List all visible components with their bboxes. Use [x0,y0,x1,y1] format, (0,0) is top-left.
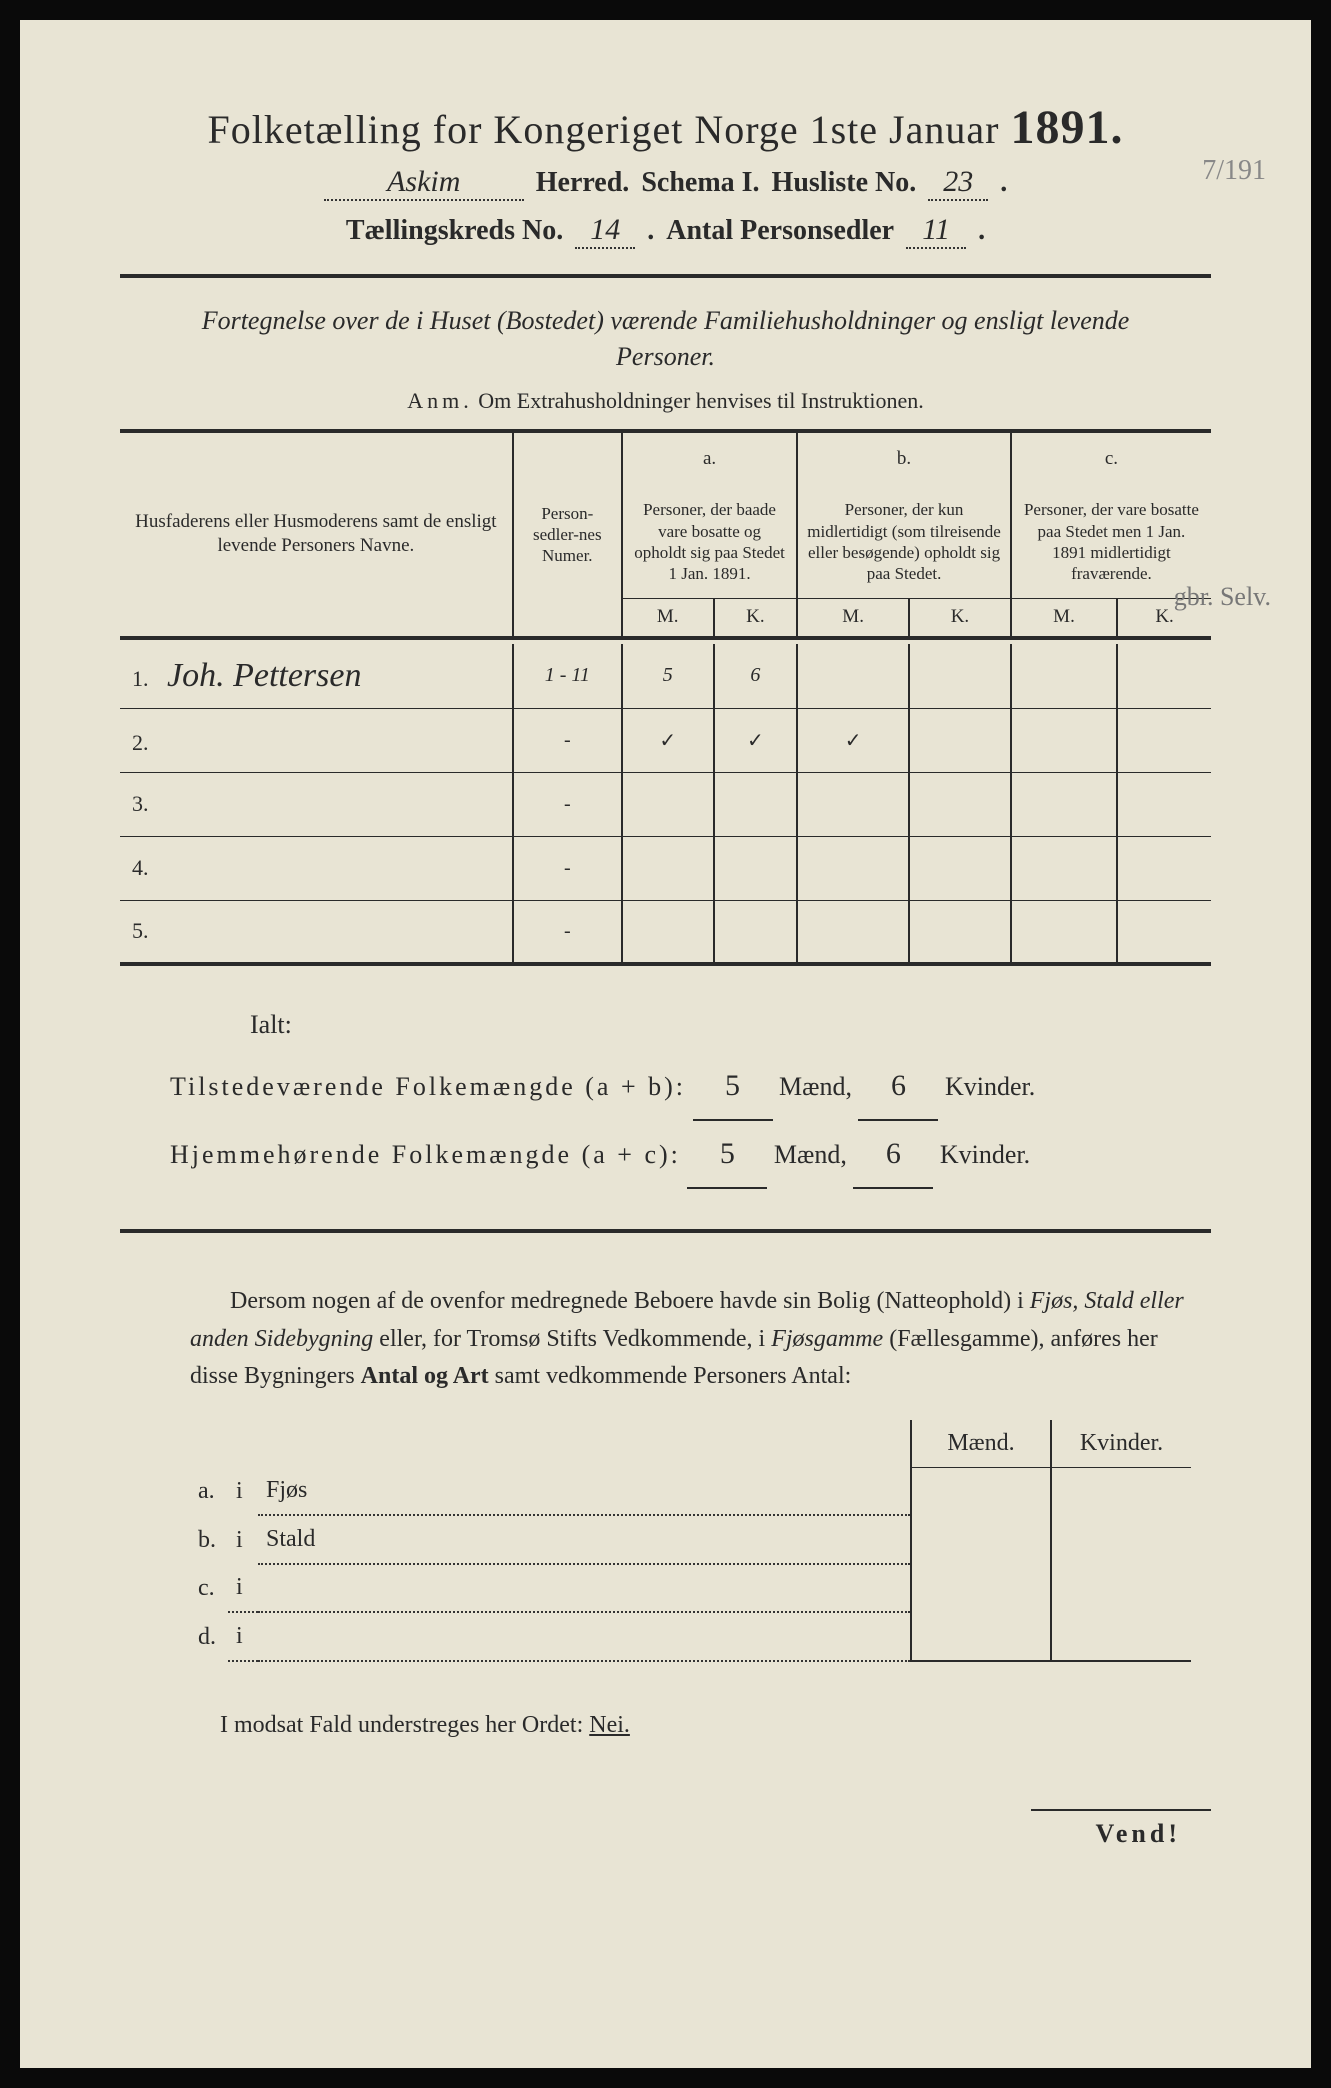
cell-numer: 1 - 11 [513,644,622,708]
form-subtitle: Fortegnelse over de i Huset (Bostedet) v… [180,303,1151,376]
col-a-letter: a. [622,431,797,486]
tilstede-k: 6 [858,1053,938,1121]
hjemme-m: 5 [687,1121,767,1189]
divider-2 [120,1229,1211,1233]
anm-text: Om Extrahusholdninger henvises til Instr… [478,388,923,413]
table-row: 3. - [120,772,1211,836]
vend-label: Vend! [1031,1809,1211,1849]
cell-bk [909,644,1011,708]
cell-cm [1011,644,1117,708]
col-a-k: K. [714,599,798,638]
col-c-letter: c. [1011,431,1211,486]
col-a-m: M. [622,599,714,638]
census-form-page: 7/191 Folketælling for Kongeriget Norge … [20,20,1311,2068]
subtable-row: b.i Stald [190,1515,1191,1564]
cell-ak: 6 [714,644,798,708]
tilstede-label: Tilstedeværende Folkemængde (a + b): [170,1072,686,1101]
form-title: Folketælling for Kongeriget Norge 1ste J… [120,100,1211,155]
kreds-label: Tællingskreds No. [346,215,563,247]
subtable-row: a.i Fjøs [190,1467,1191,1515]
table-row: 4. - [120,836,1211,900]
right-margin-note: gbr. Selv. [1174,582,1271,612]
nei-line: I modsat Fald understreges her Ordet: Ne… [220,1712,1191,1739]
tilstede-m: 5 [693,1053,773,1121]
husliste-value: 23 [928,165,988,201]
subtable-row: d.i [190,1612,1191,1661]
cell-ck [1117,644,1211,708]
schema-label: Schema I. [641,167,759,199]
building-subtable: Mænd. Kvinder. a.i Fjøs b.i Stald c.i d.… [190,1420,1191,1663]
husliste-label: Husliste No. [772,167,917,199]
kreds-value: 14 [575,213,635,249]
col-numer: Person-sedler-nes Numer. [513,431,622,638]
totals-block: Ialt: Tilstedeværende Folkemængde (a + b… [170,996,1211,1189]
divider [120,274,1211,278]
margin-annotation: 7/191 [1202,155,1266,187]
col-b-m: M. [797,599,909,638]
sub-maend: Mænd. [911,1420,1051,1468]
table-row: 5. - [120,900,1211,964]
table-row: 1. Joh. Pettersen 1 - 11 5 6 [120,644,1211,708]
col-b-k: K. [909,599,1011,638]
col-a: Personer, der baade vare bosatte og opho… [622,485,797,599]
anm-label: Anm. [407,388,473,413]
personsedler-value: 11 [906,213,966,249]
col-b-letter: b. [797,431,1011,486]
cell-bm [797,644,909,708]
nei-word: Nei. [589,1712,630,1738]
header-line-1: Askim Herred. Schema I. Husliste No. 23 … [120,165,1211,201]
col-b: Personer, der kun midlertidigt (som tilr… [797,485,1011,599]
title-year: 1891. [1010,101,1123,154]
instruction-paragraph: Dersom nogen af de ovenfor medregnede Be… [190,1283,1191,1395]
header-line-2: Tællingskreds No. 14 . Antal Personsedle… [120,213,1211,249]
person-name: Joh. Pettersen [167,657,362,694]
main-table: Husfaderens eller Husmoderens samt de en… [120,429,1211,966]
ialt-label: Ialt: [250,996,1211,1053]
col-c-m: M. [1011,599,1117,638]
table-row: 2. - ✓ ✓ ✓ [120,708,1211,772]
sub-kvinder: Kvinder. [1051,1420,1191,1468]
cell-am: 5 [622,644,714,708]
subtable-row: c.i [190,1564,1191,1612]
hjemme-label: Hjemmehørende Folkemængde (a + c): [170,1140,681,1169]
personsedler-label: Antal Personsedler [666,215,894,247]
herred-label: Herred. [536,167,630,199]
anm-note: Anm. Om Extrahusholdninger henvises til … [120,388,1211,414]
herred-value: Askim [324,165,524,201]
hjemme-k: 6 [853,1121,933,1189]
title-text: Folketælling for Kongeriget Norge 1ste J… [208,107,1000,152]
col-names: Husfaderens eller Husmoderens samt de en… [120,431,513,638]
